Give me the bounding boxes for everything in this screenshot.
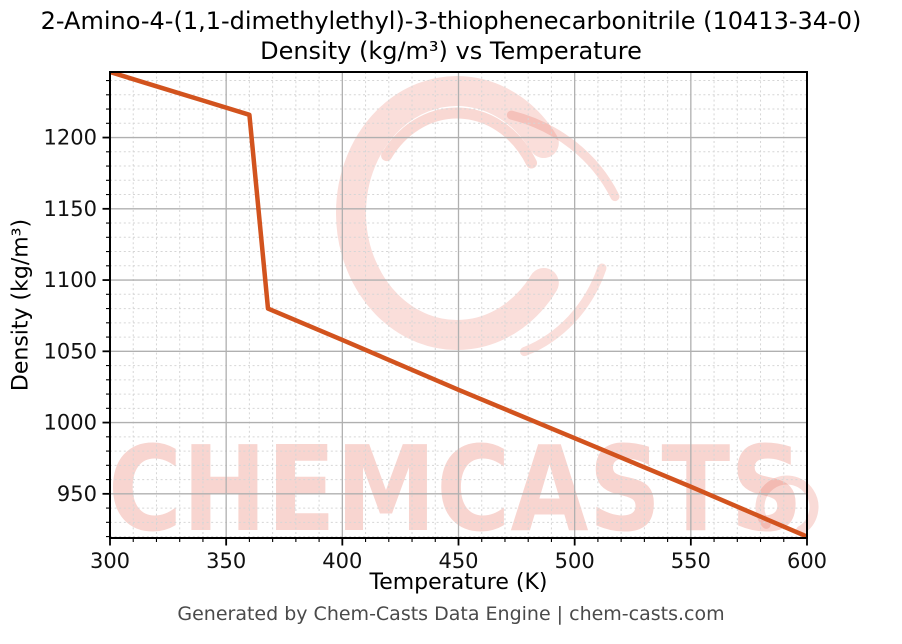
watermark: CHEMCASTS (108, 76, 819, 558)
y-tick-label: 1000 (44, 411, 97, 435)
x-tick-label: 350 (206, 549, 246, 573)
chem-casts-c-swirl-icon (335, 76, 819, 535)
y-axis-label: Density (kg/m³) (8, 218, 34, 392)
y-tick-label: 1150 (44, 197, 97, 221)
density-series-line (109, 71, 808, 539)
y-tick-label: 1100 (44, 268, 97, 292)
y-tick-label: 950 (57, 482, 97, 506)
x-tick-label: 450 (438, 549, 478, 573)
x-axis-label: Temperature (K) (369, 570, 548, 595)
tick-labels: 300 350 400 450 500 550 600 950 1000 1050 1100 1150… (44, 126, 828, 573)
x-tick-label: 600 (787, 549, 827, 573)
x-tick-label: 400 (322, 549, 362, 573)
x-tick-label: 500 (555, 549, 595, 573)
x-tick-label: 300 (90, 549, 130, 573)
watermark-text: CHEMCASTS (108, 420, 803, 558)
y-tick-label: 1050 (44, 339, 97, 363)
y-tick-label: 1200 (44, 126, 97, 150)
axis-ticks (102, 80, 808, 546)
page-title-line-1: 2-Amino-4-(1,1-dimethylethyl)-3-thiophen… (40, 7, 862, 35)
footer-credit: Generated by Chem-Casts Data Engine | ch… (177, 603, 725, 625)
x-tick-label: 550 (671, 549, 711, 573)
page-title: 2-Amino-4-(1,1-dimethylethyl)-3-thiophen… (0, 6, 902, 66)
page-title-line-2: Density (kg/m³) vs Temperature (260, 37, 642, 65)
